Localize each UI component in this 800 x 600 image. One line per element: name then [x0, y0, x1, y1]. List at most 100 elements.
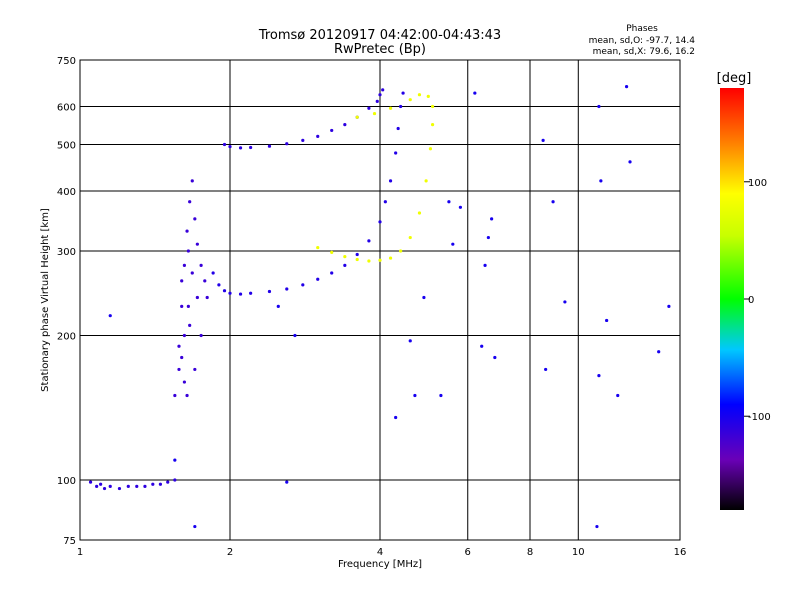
y-tick-label: 300: [57, 247, 76, 258]
echo-point: [605, 318, 609, 323]
echo-point: [108, 314, 112, 318]
echo-point: [408, 235, 412, 240]
echo-point: [330, 271, 334, 275]
echo-point: [430, 123, 435, 127]
echo-point: [88, 480, 93, 484]
y-tick-label: 100: [57, 476, 76, 487]
echo-point: [173, 458, 177, 462]
echo-point: [490, 217, 494, 221]
echo-point: [447, 200, 451, 204]
grid-lines: [80, 60, 680, 540]
echo-point: [173, 393, 177, 398]
echo-point: [394, 415, 398, 420]
colorbar-tick-label: -100: [748, 412, 771, 423]
echo-point: [372, 111, 377, 116]
echo-point: [551, 200, 555, 204]
echo-point: [483, 263, 487, 267]
echo-point: [217, 283, 221, 287]
echo-point: [388, 256, 393, 260]
echo-point: [173, 478, 177, 482]
echo-point: [343, 123, 347, 127]
colorbar-ticks: 100 0 -100: [744, 178, 771, 423]
x-tick-label: 2: [227, 547, 233, 558]
echo-point: [199, 333, 203, 338]
chart-title: Tromsø 20120917 04:42:00-04:43:43: [258, 28, 501, 43]
colorbar-tick-label: 100: [748, 178, 767, 189]
echo-point: [616, 393, 620, 398]
echo-point: [355, 115, 359, 119]
echo-point: [451, 242, 455, 246]
echo-point: [182, 333, 186, 338]
echo-point: [195, 295, 199, 300]
echo-point: [135, 484, 139, 488]
y-tick-label: 75: [63, 536, 76, 547]
echo-point: [190, 179, 194, 183]
echo-point: [408, 339, 412, 343]
echo-point: [99, 482, 103, 486]
echo-point: [177, 344, 181, 348]
echo-point: [238, 292, 243, 296]
echo-point: [158, 482, 163, 486]
echo-point: [381, 88, 385, 92]
echo-point: [563, 300, 567, 304]
echo-point: [355, 257, 359, 262]
echo-point: [182, 380, 186, 384]
echo-point: [378, 220, 382, 224]
echo-point: [126, 484, 130, 488]
echo-point: [95, 484, 99, 488]
echo-point: [367, 106, 371, 110]
echo-point: [330, 128, 334, 133]
echo-point: [597, 374, 601, 378]
echo-point: [185, 229, 189, 233]
echo-point: [199, 263, 203, 267]
echo-point: [205, 295, 209, 300]
echo-point: [180, 304, 184, 309]
echo-point: [413, 393, 417, 398]
echo-point: [285, 142, 289, 146]
echo-point: [458, 205, 463, 209]
echo-point: [188, 200, 192, 204]
colorbar: [720, 88, 744, 510]
echo-point: [375, 99, 379, 103]
echo-point: [211, 271, 215, 275]
echo-point: [657, 350, 661, 354]
echo-point: [193, 217, 197, 221]
echo-point: [177, 367, 181, 372]
colorbar-tick-label: 0: [748, 295, 754, 306]
echo-point: [193, 524, 197, 529]
echo-point: [285, 480, 289, 484]
echo-point: [367, 259, 371, 263]
echo-point: [394, 151, 398, 155]
echo-point: [276, 304, 280, 309]
echo-point: [430, 104, 435, 109]
echo-point: [102, 486, 107, 491]
echo-point: [143, 484, 147, 488]
echo-point: [316, 245, 320, 250]
echo-point: [628, 160, 632, 164]
echo-point: [190, 271, 194, 275]
stats-heading: Phases: [626, 24, 658, 34]
echo-point: [439, 393, 443, 398]
plot-frame: [79, 59, 681, 541]
echo-point: [238, 146, 243, 150]
axis-ticks: 1 2 4 6 8 10 16 75 100 200 300 400 500 600 750: [57, 56, 686, 558]
echo-point: [188, 323, 192, 327]
y-tick-label: 400: [57, 187, 76, 198]
echo-point: [401, 91, 405, 95]
echo-point: [486, 235, 490, 240]
echo-point: [193, 367, 197, 372]
echo-point: [624, 85, 629, 89]
echo-point: [493, 355, 497, 360]
echo-point: [355, 252, 359, 257]
echo-point: [667, 304, 671, 309]
x-tick-label: 6: [465, 547, 471, 558]
stats-o-line: mean, sd,O: -97.7, 14.4: [589, 36, 696, 46]
x-tick-label: 10: [572, 547, 585, 558]
echo-point: [383, 200, 387, 204]
echo-point: [180, 355, 184, 360]
echo-point: [343, 263, 347, 267]
echo-point: [388, 106, 393, 110]
echo-point: [480, 344, 484, 348]
echo-point: [249, 145, 253, 150]
echo-point: [316, 277, 320, 281]
